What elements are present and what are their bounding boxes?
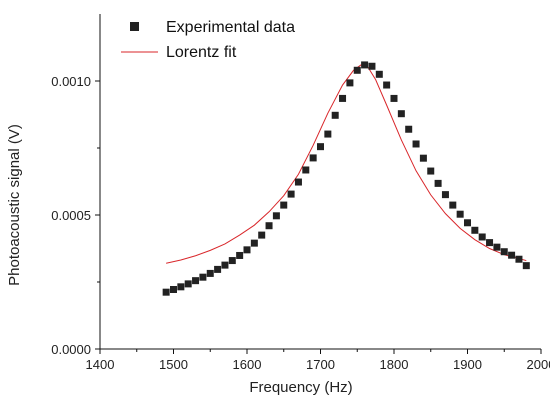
data-point bbox=[478, 233, 486, 241]
data-point bbox=[294, 178, 302, 186]
data-point bbox=[486, 239, 494, 247]
data-point bbox=[199, 273, 207, 281]
data-point bbox=[471, 226, 479, 234]
data-point bbox=[250, 239, 258, 247]
data-point bbox=[353, 66, 361, 74]
data-point bbox=[184, 280, 192, 288]
data-point bbox=[221, 261, 229, 269]
data-point bbox=[228, 257, 236, 265]
data-point bbox=[456, 210, 464, 218]
data-point bbox=[441, 191, 449, 199]
data-point bbox=[412, 140, 420, 148]
data-point bbox=[375, 70, 383, 78]
data-point bbox=[236, 251, 244, 259]
legend-label-lorentz: Lorentz fit bbox=[166, 44, 237, 61]
data-point bbox=[317, 143, 324, 151]
data-point bbox=[383, 81, 391, 89]
data-point bbox=[177, 283, 185, 291]
x-tick-label: 1800 bbox=[380, 357, 409, 372]
data-point bbox=[464, 219, 471, 227]
data-point bbox=[515, 255, 523, 263]
data-point bbox=[397, 110, 405, 118]
lorentz-fit-layer bbox=[166, 64, 527, 264]
data-point bbox=[500, 248, 508, 256]
data-point bbox=[339, 94, 347, 102]
legend: Experimental data Lorentz fit bbox=[121, 19, 295, 61]
x-tick-label: 1400 bbox=[86, 357, 115, 372]
data-point bbox=[309, 154, 317, 162]
experimental-points-layer bbox=[162, 61, 530, 296]
x-tick-label: 1500 bbox=[159, 357, 188, 372]
data-point bbox=[258, 231, 266, 239]
data-point bbox=[302, 166, 310, 174]
data-point bbox=[206, 269, 214, 277]
y-tick-label: 0.0010 bbox=[51, 74, 91, 89]
data-point bbox=[390, 94, 398, 102]
data-point bbox=[508, 251, 516, 259]
data-point bbox=[287, 190, 295, 198]
y-tick-label: 0.0005 bbox=[51, 208, 91, 223]
data-point bbox=[170, 286, 177, 293]
data-point bbox=[346, 79, 354, 87]
legend-marker-experimental bbox=[130, 22, 139, 31]
data-point bbox=[331, 111, 339, 119]
data-point bbox=[162, 288, 170, 296]
data-point bbox=[265, 222, 273, 230]
data-point bbox=[405, 125, 413, 133]
x-axis-title: Frequency (Hz) bbox=[249, 379, 352, 396]
x-tick-label: 1700 bbox=[306, 357, 335, 372]
data-point bbox=[192, 277, 200, 285]
data-point bbox=[434, 179, 442, 187]
data-point bbox=[243, 246, 251, 254]
data-point bbox=[280, 201, 288, 209]
data-point bbox=[214, 265, 222, 273]
data-point bbox=[449, 201, 457, 209]
y-axis-title: Photoacoustic signal (V) bbox=[6, 124, 23, 286]
data-point bbox=[368, 62, 376, 70]
data-point bbox=[419, 154, 427, 162]
x-tick-label: 1600 bbox=[233, 357, 262, 372]
lorentz-fit-line bbox=[166, 64, 527, 264]
legend-label-experimental: Experimental data bbox=[166, 19, 295, 36]
data-point bbox=[324, 130, 332, 138]
data-point bbox=[272, 212, 280, 220]
data-point bbox=[361, 61, 369, 69]
x-tick-label: 1900 bbox=[453, 357, 482, 372]
y-tick-label: 0.0000 bbox=[51, 342, 91, 357]
data-point bbox=[427, 167, 435, 175]
data-point bbox=[522, 262, 530, 270]
data-point bbox=[493, 243, 501, 251]
plot-frame bbox=[99, 14, 541, 350]
